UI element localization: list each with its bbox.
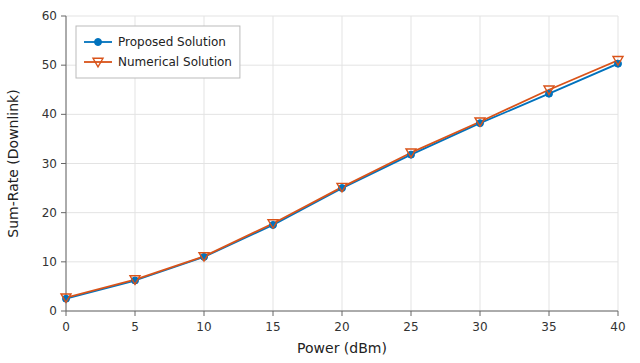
x-tick-label: 40 [610,320,625,334]
series-line [66,64,618,299]
x-tick-label: 25 [403,320,418,334]
x-tick [549,311,550,316]
x-tick-label: 5 [131,320,139,334]
y-tick [61,212,66,213]
y-tick-label: 40 [42,107,57,121]
y-tick-label: 50 [42,58,57,72]
grid [66,16,618,311]
point [61,294,71,303]
point [613,57,623,66]
y-tick-label: 20 [42,206,57,220]
y-tick [61,16,66,17]
point [337,183,347,192]
y-grid-line [66,114,618,115]
y-grid-line [66,16,618,17]
x-tick [273,311,274,316]
point [544,86,554,95]
x-axis-line [66,311,618,312]
legend-box [76,26,240,78]
point [268,220,278,229]
x-tick [204,311,205,316]
legend-marker [93,58,103,67]
point [130,276,140,285]
x-tick [480,311,481,316]
y-tick [61,261,66,262]
x-tick [66,311,67,316]
x-tick-label: 10 [196,320,211,334]
x-tick-label: 0 [62,320,70,334]
point [475,118,485,127]
lines [66,60,618,298]
legend-swatch [84,61,112,63]
point [199,253,209,261]
y-tick [61,65,66,66]
axes: 0 5 10 15 20 25 30 35 40 0 10 20 30 40 50 60 [42,9,626,334]
x-tick [135,311,136,316]
y-tick-label: 60 [42,9,57,23]
x-tick-label: 35 [541,320,556,334]
y-tick-label: 10 [42,255,57,269]
legend: Proposed Solution Numerical Solution [76,26,240,78]
x-axis-label: Power (dBm) [297,340,387,356]
y-tick [61,114,66,115]
x-tick-label: 20 [334,320,349,334]
y-grid-line [66,212,618,213]
x-tick [411,311,412,316]
y-tick [61,311,66,312]
x-tick-label: 15 [265,320,280,334]
y-tick-label: 0 [49,304,57,318]
x-tick [342,311,343,316]
markers [61,57,623,303]
y-axis-label: Sum-Rate (Downlink) [5,89,21,237]
x-tick-label: 30 [472,320,487,334]
series-line [66,60,618,297]
y-tick-label: 30 [42,157,57,171]
y-axis-line [66,16,67,311]
x-tick [618,311,619,316]
legend-marker [95,39,102,46]
chart: 0 5 10 15 20 25 30 35 40 0 10 20 30 40 50 60 Power (dBm)… [0,0,640,363]
legend-label: Numerical Solution [118,55,232,69]
x-grid-line [66,16,67,311]
y-grid-line [66,311,618,312]
legend-label: Proposed Solution [118,35,226,49]
y-grid-line [66,261,618,262]
y-grid-line [66,163,618,164]
point [406,149,416,158]
y-tick [61,163,66,164]
